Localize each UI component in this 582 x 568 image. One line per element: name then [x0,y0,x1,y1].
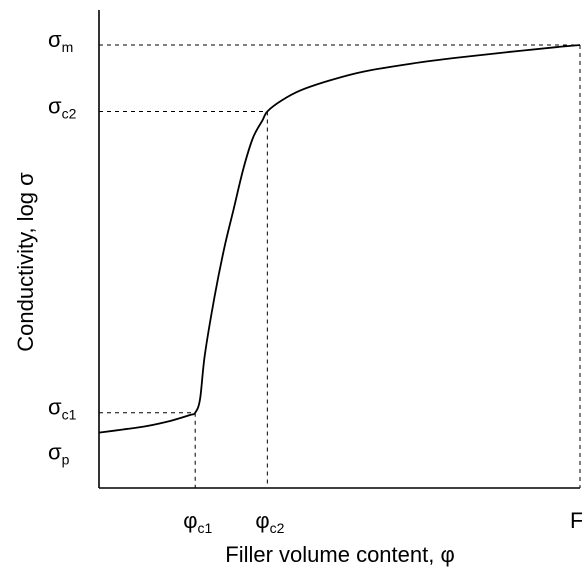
y-tick-label-c1: σc1 [48,395,77,423]
y-tick-label-m: σm [48,27,73,55]
x-tick-labels: φc1 φc2 F [183,508,582,536]
y-tick-label-p: σp [48,440,70,468]
x-tick-label-c2: φc2 [255,508,284,536]
x-tick-label-c1: φc1 [183,508,212,536]
conductivity-curve [98,44,581,434]
x-axis-title: Filler volume content, φ [225,542,454,567]
guide-lines [99,44,581,488]
y-axis-title: Conductivity, log σ [13,172,38,352]
y-tick-labels: σm σc2 σc1 σp [48,27,77,468]
x-tick-label-f: F [570,508,582,533]
y-tick-label-c2: σc2 [48,93,77,121]
